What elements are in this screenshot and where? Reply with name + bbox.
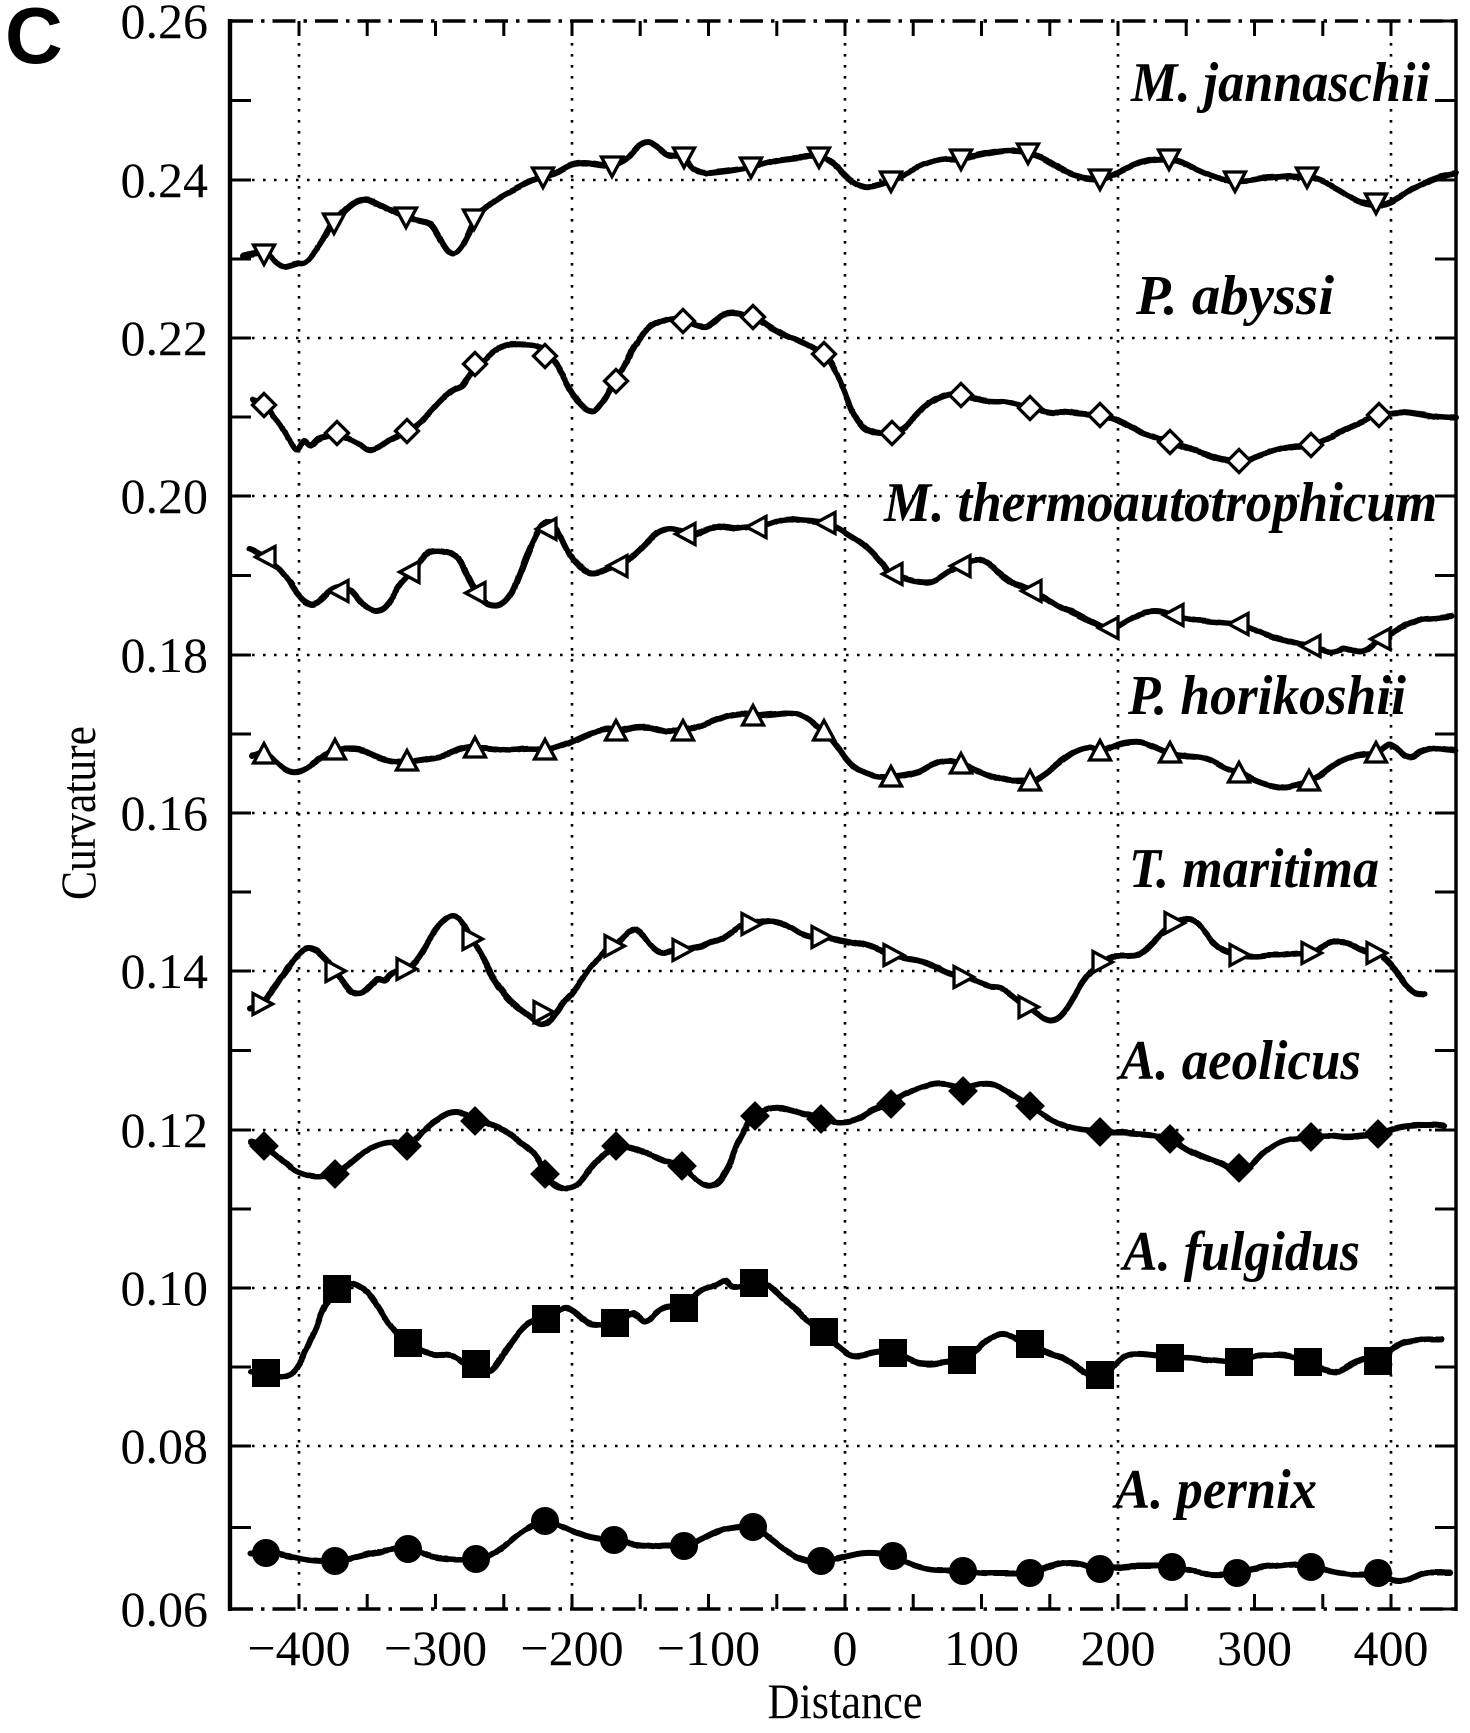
- svg-text:0.22: 0.22: [121, 310, 209, 366]
- svg-text:M. thermoautotrophicum: M. thermoautotrophicum: [883, 472, 1437, 534]
- svg-text:A. pernix: A. pernix: [1112, 1459, 1317, 1521]
- svg-text:Distance: Distance: [768, 1673, 923, 1728]
- svg-text:200: 200: [1081, 1620, 1156, 1676]
- svg-text:0.10: 0.10: [121, 1260, 209, 1316]
- svg-text:P. abyssi: P. abyssi: [1135, 265, 1334, 327]
- svg-text:A. aeolicus: A. aeolicus: [1117, 1030, 1361, 1092]
- svg-text:Curvature: Curvature: [50, 726, 106, 900]
- svg-text:−300: −300: [384, 1620, 487, 1676]
- svg-text:0.20: 0.20: [121, 468, 209, 524]
- svg-text:0.24: 0.24: [121, 152, 209, 208]
- svg-text:0.26: 0.26: [121, 0, 209, 49]
- svg-text:A. fulgidus: A. fulgidus: [1120, 1221, 1360, 1283]
- svg-text:300: 300: [1217, 1620, 1292, 1676]
- svg-text:−200: −200: [520, 1620, 623, 1676]
- svg-text:−100: −100: [657, 1620, 760, 1676]
- svg-text:100: 100: [944, 1620, 1019, 1676]
- svg-text:0.18: 0.18: [121, 627, 209, 683]
- svg-text:0.16: 0.16: [121, 785, 209, 841]
- svg-text:M. jannaschii: M. jannaschii: [1130, 52, 1430, 114]
- svg-text:0.06: 0.06: [121, 1581, 209, 1637]
- svg-text:C: C: [5, 0, 63, 80]
- svg-text:0.08: 0.08: [121, 1418, 209, 1474]
- svg-text:400: 400: [1354, 1620, 1429, 1676]
- svg-text:0: 0: [833, 1620, 858, 1676]
- svg-text:0.14: 0.14: [121, 943, 209, 999]
- svg-text:T. maritima: T. maritima: [1129, 838, 1379, 900]
- svg-text:0.12: 0.12: [121, 1102, 209, 1158]
- svg-text:P. horikoshii: P. horikoshii: [1127, 665, 1406, 727]
- svg-text:−400: −400: [247, 1620, 350, 1676]
